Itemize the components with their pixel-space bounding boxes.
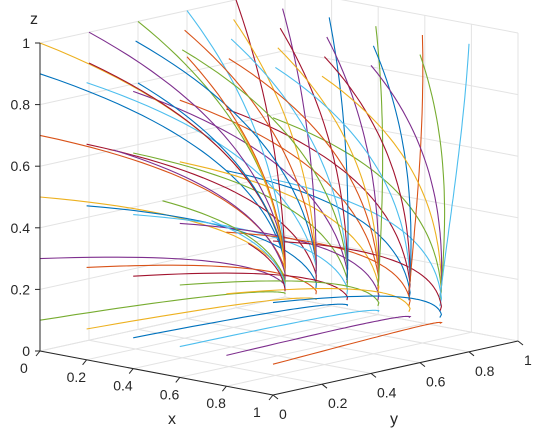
grid-line xyxy=(86,305,332,361)
y-tick-label: 0 xyxy=(279,406,287,422)
x-tick-label: 0 xyxy=(20,360,28,376)
z-tick-label: 0.6 xyxy=(11,158,31,174)
y-tick xyxy=(517,340,524,346)
grid-line xyxy=(235,307,470,353)
series-line xyxy=(408,34,424,292)
z-axis-label: z xyxy=(30,11,38,28)
y-axis-label: y xyxy=(390,411,398,428)
series-line xyxy=(439,43,470,298)
series-line xyxy=(86,264,317,295)
series-line xyxy=(328,17,349,281)
y-tick xyxy=(272,394,279,400)
grid-line xyxy=(186,318,421,364)
series-line xyxy=(39,291,286,321)
series-line xyxy=(39,196,286,283)
y-tick-label: 0.2 xyxy=(328,395,348,411)
series-line xyxy=(39,256,286,289)
series-line xyxy=(86,82,317,278)
series-line xyxy=(226,288,411,313)
x-tick-label: 0.2 xyxy=(67,369,87,385)
y-tick-label: 0.4 xyxy=(377,384,397,400)
z-tick-label: 1 xyxy=(22,35,30,51)
series-line xyxy=(226,170,411,301)
series-line xyxy=(211,220,286,289)
x-tick xyxy=(128,368,134,374)
z-tick-label: 0.4 xyxy=(11,220,31,236)
grid-line xyxy=(137,328,372,374)
grid-line xyxy=(284,173,519,219)
series-line xyxy=(113,149,286,280)
y-tick xyxy=(370,373,377,378)
series-line xyxy=(39,134,286,277)
grid-line xyxy=(88,339,323,385)
x-axis-line xyxy=(39,350,274,396)
series-line xyxy=(179,280,380,307)
grid-line xyxy=(284,234,519,280)
grid-line xyxy=(340,0,519,34)
x-tick-label: 1 xyxy=(253,404,261,420)
x-tick-label: 0.8 xyxy=(206,395,226,411)
x-tick xyxy=(82,359,87,366)
y-tick xyxy=(419,362,426,367)
series-line xyxy=(179,309,380,348)
series-line xyxy=(186,56,286,273)
grid-line xyxy=(39,50,286,106)
series-line xyxy=(226,315,412,356)
y-axis-line xyxy=(272,340,519,396)
y-tick-label: 0.6 xyxy=(426,374,446,390)
series-line xyxy=(272,321,443,365)
y-tick xyxy=(468,351,475,357)
grid-line xyxy=(39,296,286,352)
grid-line xyxy=(284,296,519,342)
z-tick-label: 0.2 xyxy=(11,281,31,297)
axis-layer: 0 0.2 0.4 0.6 0.8 1 0 0.2 0.4 0.6 0.8 1 0 0.2 0.4 0.6 0.… xyxy=(11,35,532,422)
series-line xyxy=(282,8,317,275)
x-tick-label: 0.6 xyxy=(160,386,180,402)
x-tick xyxy=(175,377,181,383)
x-tick xyxy=(268,394,274,401)
series-line xyxy=(133,90,349,283)
x-tick-label: 0.4 xyxy=(113,378,133,394)
series-line xyxy=(272,295,442,318)
grid-line xyxy=(133,314,379,370)
series-line xyxy=(233,19,317,275)
y-tick xyxy=(321,383,328,389)
series-line xyxy=(162,200,286,286)
grid-line xyxy=(39,111,286,167)
series-line xyxy=(375,26,384,286)
grid-layer xyxy=(39,0,519,396)
grid-line xyxy=(226,331,472,387)
x-axis-label: x xyxy=(168,411,176,428)
grid-line xyxy=(179,322,425,378)
y-tick-label: 0.8 xyxy=(475,363,495,379)
series-layer xyxy=(39,0,470,365)
series-line xyxy=(248,243,286,292)
series-line xyxy=(272,240,442,313)
series-line xyxy=(133,272,349,301)
grid-line xyxy=(39,0,238,44)
grid-line xyxy=(39,234,286,290)
z-tick-label: 0 xyxy=(22,343,30,359)
series-line xyxy=(135,40,317,275)
grid-line xyxy=(284,50,519,96)
series-line xyxy=(235,0,286,269)
z-tick-label: 0.8 xyxy=(11,97,31,113)
x-tick xyxy=(35,350,41,357)
series-line xyxy=(133,303,349,339)
y-tick-label: 1 xyxy=(524,352,532,368)
x-tick xyxy=(222,385,227,392)
